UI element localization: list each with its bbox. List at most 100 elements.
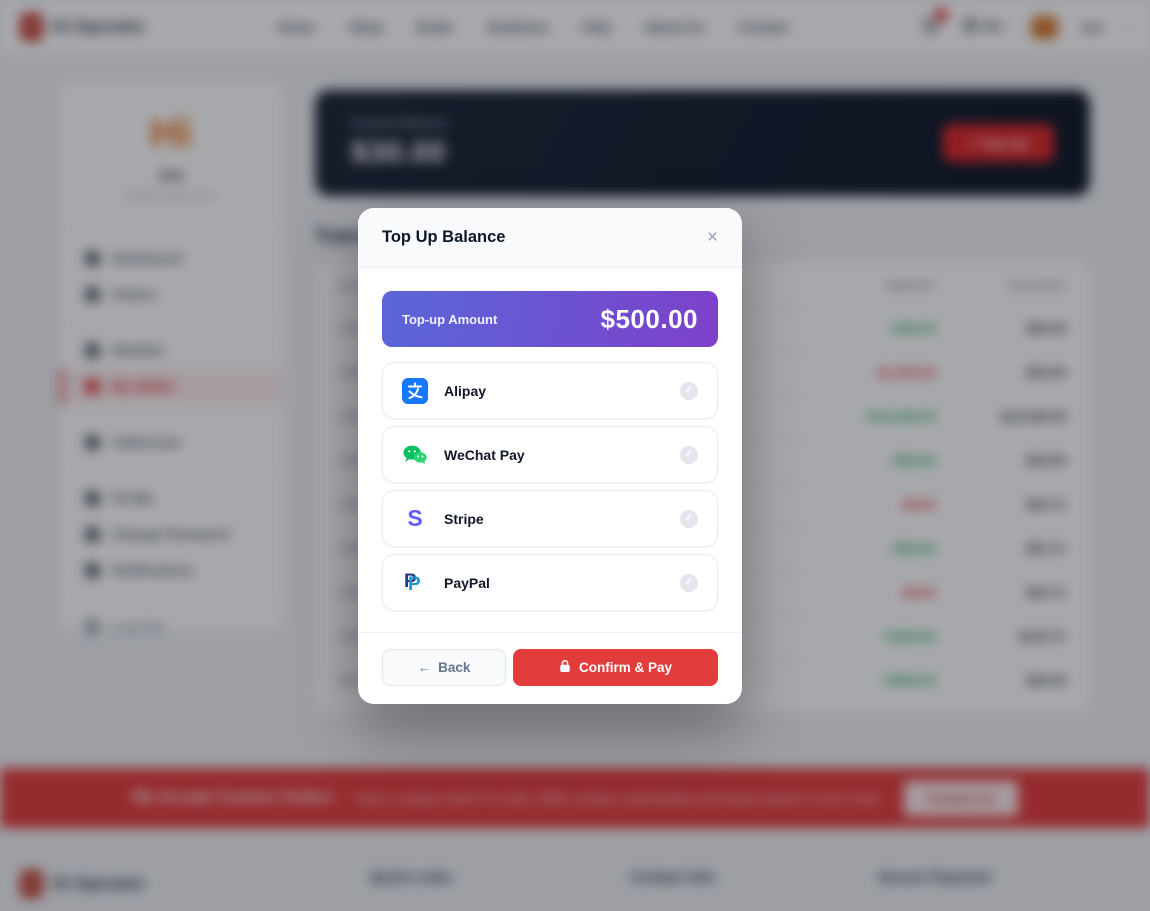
- chevron-down-icon: ▾: [1004, 21, 1010, 32]
- balance-amount: $30.00: [351, 136, 446, 169]
- user-name-label: Jon: [1080, 19, 1104, 35]
- top-navbar: Hi Hi Operator Home Shop Deals Solutions…: [0, 0, 1150, 54]
- divider: [60, 225, 282, 227]
- check-circle-icon: ✓: [680, 445, 698, 464]
- sidebar-item-profile[interactable]: Profile: [60, 481, 282, 517]
- sidebar-item-notifications[interactable]: Notifications: [60, 553, 282, 589]
- check-circle-icon: ✓: [680, 509, 698, 528]
- top-up-button[interactable]: + Top Up: [942, 124, 1054, 162]
- tx-balance: $50.00: [1026, 321, 1066, 336]
- sidebar-item-addresses[interactable]: Addresses: [60, 425, 282, 461]
- close-icon[interactable]: ×: [706, 227, 718, 248]
- tx-balance: $43.71: [1026, 497, 1066, 512]
- back-button[interactable]: ← Back: [382, 649, 506, 686]
- nav-link-solutions[interactable]: Solutions: [486, 19, 549, 35]
- contact-us-button[interactable]: Contact Us: [903, 780, 1019, 816]
- account-sidebar: Hi Jon jon@example.com Dashboard Orders …: [60, 82, 282, 635]
- bell-icon: [85, 563, 100, 579]
- tx-amount: +$50.00: [888, 541, 936, 556]
- nav-link-about[interactable]: About Us: [644, 19, 705, 35]
- payment-option-label: Stripe: [444, 510, 484, 527]
- sidebar-item-wishlist[interactable]: Wishlist: [60, 333, 282, 369]
- globe-icon: [962, 17, 979, 37]
- balance-info: Current Balance $30.00: [351, 116, 448, 170]
- sidebar-item-label: My Wallet: [112, 379, 174, 395]
- brand-logo-text: Hi Operator: [52, 17, 146, 36]
- back-button-label: Back: [438, 660, 471, 675]
- sidebar-item-label: Change Password: [112, 527, 230, 543]
- tx-balance: $10,030.00: [1000, 409, 1066, 424]
- cart-badge: 1: [934, 7, 949, 22]
- sidebar-avatar: Hi: [150, 109, 192, 156]
- top-up-modal: Top Up Balance × Top-up Amount $500.00 A…: [358, 208, 742, 704]
- language-selector[interactable]: EN ▾: [962, 17, 1009, 37]
- logout-icon: [85, 619, 100, 635]
- orders-icon: [85, 287, 100, 303]
- confirm-button-label: Confirm & Pay: [578, 660, 673, 675]
- payment-option-stripe[interactable]: S Stripe ✓: [382, 490, 718, 547]
- payment-option-alipay[interactable]: Alipay ✓: [382, 362, 718, 419]
- payment-option-wechat[interactable]: WeChat Pay ✓: [382, 426, 718, 483]
- nav-link-contact[interactable]: Contact: [738, 19, 789, 35]
- modal-title: Top Up Balance: [382, 228, 506, 246]
- tx-balance: $43.00: [1026, 453, 1066, 468]
- payment-option-label: PayPal: [444, 574, 490, 591]
- wishlist-icon: [85, 343, 100, 359]
- column-header-amount: Amount: [885, 280, 936, 292]
- check-circle-icon: ✓: [680, 381, 698, 400]
- user-menu-chevron-icon[interactable]: ▾: [1125, 21, 1130, 32]
- address-icon: [85, 435, 100, 451]
- divider: [60, 470, 282, 481]
- nav-link-home[interactable]: Home: [277, 19, 316, 35]
- sidebar-item-label: Addresses: [112, 435, 182, 451]
- sidebar-item-orders[interactable]: Orders: [60, 277, 282, 313]
- brand-logo[interactable]: Hi Hi Operator: [20, 13, 146, 41]
- banner-title: We Accept Custom Orders: [131, 789, 334, 806]
- sidebar-item-label: Notifications: [112, 563, 194, 579]
- custom-orders-banner: We Accept Custom Orders Have a unique ne…: [0, 768, 1150, 828]
- sidebar-item-label: Profile: [112, 491, 155, 507]
- banner-text: Have a unique need? For bulk, OEM, priva…: [355, 790, 882, 806]
- sidebar-item-change-password[interactable]: Change Password: [60, 517, 282, 553]
- tx-amount: +$50.00: [888, 453, 936, 468]
- tx-balance: $143.71: [1019, 629, 1066, 644]
- sidebar-item-dashboard[interactable]: Dashboard: [60, 241, 282, 277]
- footer-heading-secure-payment: Secure Payment: [878, 870, 991, 886]
- wechat-pay-icon: [402, 442, 428, 468]
- page-footer: Hi Hi Operator Quick Links Contact Info …: [0, 828, 1150, 898]
- footer-logo-icon: Hi: [20, 870, 43, 898]
- cart-button[interactable]: 1: [920, 7, 949, 40]
- column-header-balance: Balance: [1009, 280, 1066, 292]
- navbar-right: 1 EN ▾ Jon ▾: [920, 7, 1130, 40]
- sidebar-item-label: Orders: [112, 287, 157, 303]
- tx-balance: $30.00: [1026, 673, 1066, 688]
- tx-balance: $51.71: [1026, 541, 1066, 556]
- avatar[interactable]: [1031, 15, 1059, 39]
- modal-body: Top-up Amount $500.00 Alipay ✓ WeChat Pa…: [358, 268, 742, 611]
- tx-amount: -$1,500.00: [873, 365, 936, 380]
- topup-amount-banner: Top-up Amount $500.00: [382, 291, 718, 347]
- confirm-pay-button[interactable]: Confirm & Pay: [513, 649, 718, 686]
- profile-icon: [85, 491, 100, 507]
- payment-option-label: WeChat Pay: [444, 446, 525, 463]
- sidebar-user-name: Jon: [157, 166, 185, 184]
- password-icon: [85, 527, 100, 543]
- payment-option-label: Alipay: [444, 382, 487, 399]
- nav-link-shop[interactable]: Shop: [349, 19, 383, 35]
- language-label: EN: [983, 20, 1001, 34]
- sidebar-item-label: Wishlist: [112, 343, 164, 359]
- nav-link-deals[interactable]: Deals: [416, 19, 453, 35]
- tx-balance: $43.71: [1026, 585, 1066, 600]
- modal-header: Top Up Balance ×: [358, 208, 742, 268]
- tx-amount: +$500.00: [881, 673, 936, 688]
- wallet-icon: [85, 379, 100, 395]
- nav-link-faq[interactable]: FAQ: [582, 19, 611, 35]
- footer-logo[interactable]: Hi Hi Operator: [20, 870, 370, 898]
- sidebar-user-card: Hi Jon jon@example.com: [60, 104, 282, 216]
- divider: [60, 598, 282, 609]
- sidebar-item-my-wallet[interactable]: My Wallet: [60, 368, 282, 405]
- sidebar-item-logout[interactable]: Log Out: [60, 609, 282, 645]
- tx-amount: +$100.00: [881, 629, 936, 644]
